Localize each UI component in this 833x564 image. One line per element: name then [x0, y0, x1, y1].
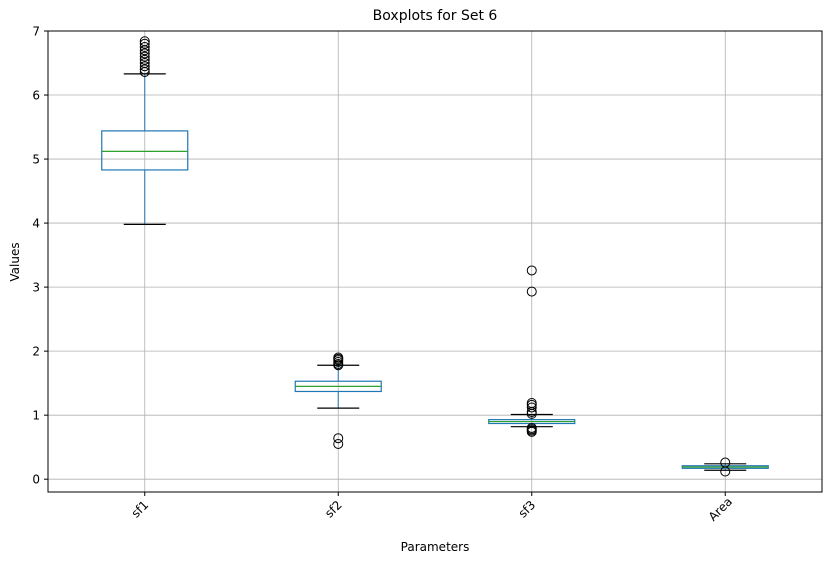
tick-layer: 0 1 2 3 4 5 6 7 sf1 sf2 sf3 Area [32, 25, 735, 524]
outlier-point [139, 54, 150, 65]
outlier-point [139, 64, 150, 75]
outlier-point [139, 58, 150, 69]
x-tick-label: Area [706, 494, 735, 523]
grid-layer [48, 30, 822, 492]
outlier-point [333, 352, 344, 363]
y-tick-label: 0 [32, 473, 40, 487]
y-tick-label: 5 [32, 153, 40, 167]
x-tick-label: sf2 [322, 498, 345, 521]
outlier-point [333, 433, 344, 444]
outlier-point [139, 42, 150, 53]
outlier-point [139, 61, 150, 72]
y-tick-label: 2 [32, 345, 40, 359]
outlier-point [333, 438, 344, 449]
outlier-point [526, 265, 537, 276]
x-tick-label: sf1 [129, 498, 152, 521]
outlier-point [139, 48, 150, 59]
y-tick-label: 7 [32, 25, 40, 39]
outlier-point [720, 457, 731, 468]
box-sf1 [101, 130, 189, 171]
outlier-point [139, 36, 150, 47]
y-tick-label: 4 [32, 217, 40, 231]
y-axis-label: Values [8, 242, 22, 281]
outlier-point [526, 402, 537, 413]
outlier-point [139, 38, 150, 49]
box-layer [101, 36, 769, 477]
outlier-point [526, 286, 537, 297]
x-axis-label: Parameters [401, 540, 470, 554]
outlier-point [139, 51, 150, 62]
outlier-point [526, 422, 537, 433]
outlier-point [526, 398, 537, 409]
y-tick-label: 3 [32, 281, 40, 295]
plot-frame [47, 30, 823, 493]
chart-title: Boxplots for Set 6 [373, 8, 498, 24]
y-tick-label: 6 [32, 89, 40, 103]
y-tick-label: 1 [32, 409, 40, 423]
x-tick-label: sf3 [516, 498, 539, 521]
